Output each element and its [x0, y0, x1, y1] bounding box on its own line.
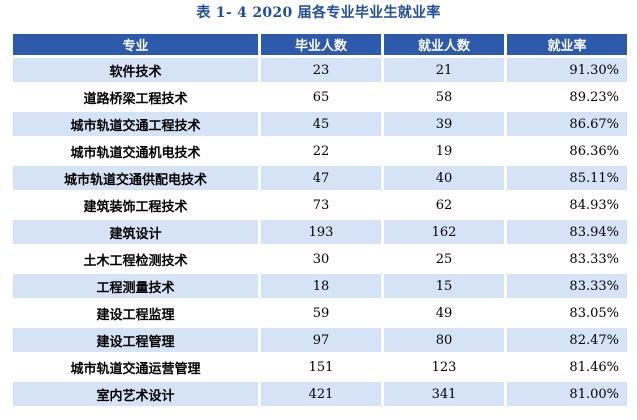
employment-rate-table: 专业 毕业人数 就业人数 就业率 软件技术 23 21 91.30% 道路桥梁工… — [10, 31, 630, 409]
cell-graduates: 23 — [261, 58, 381, 82]
header-major: 专业 — [13, 34, 258, 55]
cell-major: 建筑设计 — [13, 220, 258, 244]
table-row: 工程测量技术 18 15 83.33% — [13, 274, 627, 298]
cell-major: 城市轨道交通机电技术 — [13, 139, 258, 163]
header-graduates: 毕业人数 — [261, 34, 381, 55]
table-row: 建设工程监理 59 49 83.05% — [13, 301, 627, 325]
cell-graduates: 45 — [261, 112, 381, 136]
cell-rate: 91.30% — [507, 58, 627, 82]
header-employed: 就业人数 — [384, 34, 504, 55]
header-rate: 就业率 — [507, 34, 627, 55]
cell-rate: 82.47% — [507, 328, 627, 352]
cell-graduates: 97 — [261, 328, 381, 352]
cell-employed: 25 — [384, 247, 504, 271]
cell-rate: 84.93% — [507, 193, 627, 217]
cell-employed: 62 — [384, 193, 504, 217]
table-row: 室内艺术设计 421 341 81.00% — [13, 382, 627, 406]
header-row: 专业 毕业人数 就业人数 就业率 — [13, 34, 627, 55]
cell-major: 建设工程监理 — [13, 301, 258, 325]
cell-graduates: 151 — [261, 355, 381, 379]
cell-rate: 83.33% — [507, 274, 627, 298]
cell-graduates: 73 — [261, 193, 381, 217]
cell-rate: 86.36% — [507, 139, 627, 163]
cell-employed: 49 — [384, 301, 504, 325]
cell-employed: 19 — [384, 139, 504, 163]
cell-employed: 15 — [384, 274, 504, 298]
cell-major: 土木工程检测技术 — [13, 247, 258, 271]
cell-employed: 40 — [384, 166, 504, 190]
table-row: 建筑设计 193 162 83.94% — [13, 220, 627, 244]
cell-major: 建设工程管理 — [13, 328, 258, 352]
cell-graduates: 421 — [261, 382, 381, 406]
cell-major: 室内艺术设计 — [13, 382, 258, 406]
table-row: 城市轨道交通运营管理 151 123 81.46% — [13, 355, 627, 379]
table-row: 建设工程管理 97 80 82.47% — [13, 328, 627, 352]
cell-major: 软件技术 — [13, 58, 258, 82]
cell-employed: 58 — [384, 85, 504, 109]
cell-employed: 39 — [384, 112, 504, 136]
cell-rate: 83.05% — [507, 301, 627, 325]
cell-employed: 123 — [384, 355, 504, 379]
cell-employed: 162 — [384, 220, 504, 244]
cell-major: 城市轨道交通工程技术 — [13, 112, 258, 136]
table-row: 城市轨道交通机电技术 22 19 86.36% — [13, 139, 627, 163]
cell-major: 工程测量技术 — [13, 274, 258, 298]
cell-graduates: 59 — [261, 301, 381, 325]
cell-rate: 86.67% — [507, 112, 627, 136]
cell-employed: 341 — [384, 382, 504, 406]
table-row: 土木工程检测技术 30 25 83.33% — [13, 247, 627, 271]
cell-rate: 83.94% — [507, 220, 627, 244]
cell-graduates: 193 — [261, 220, 381, 244]
cell-major: 城市轨道交通供配电技术 — [13, 166, 258, 190]
cell-employed: 80 — [384, 328, 504, 352]
cell-graduates: 47 — [261, 166, 381, 190]
table-caption: 表 1- 4 2020 届各专业毕业生就业率 — [196, 5, 441, 21]
cell-major: 道路桥梁工程技术 — [13, 85, 258, 109]
cell-major: 城市轨道交通运营管理 — [13, 355, 258, 379]
cell-rate: 83.33% — [507, 247, 627, 271]
table-row: 城市轨道交通供配电技术 47 40 85.11% — [13, 166, 627, 190]
cell-employed: 21 — [384, 58, 504, 82]
table-row: 城市轨道交通工程技术 45 39 86.67% — [13, 112, 627, 136]
cell-rate: 85.11% — [507, 166, 627, 190]
table-row: 建筑装饰工程技术 73 62 84.93% — [13, 193, 627, 217]
table-row: 软件技术 23 21 91.30% — [13, 58, 627, 82]
table-row: 道路桥梁工程技术 65 58 89.23% — [13, 85, 627, 109]
cell-graduates: 22 — [261, 139, 381, 163]
cell-rate: 81.46% — [507, 355, 627, 379]
cell-graduates: 65 — [261, 85, 381, 109]
cell-graduates: 30 — [261, 247, 381, 271]
cell-graduates: 18 — [261, 274, 381, 298]
cell-rate: 89.23% — [507, 85, 627, 109]
cell-major: 建筑装饰工程技术 — [13, 193, 258, 217]
cell-rate: 81.00% — [507, 382, 627, 406]
